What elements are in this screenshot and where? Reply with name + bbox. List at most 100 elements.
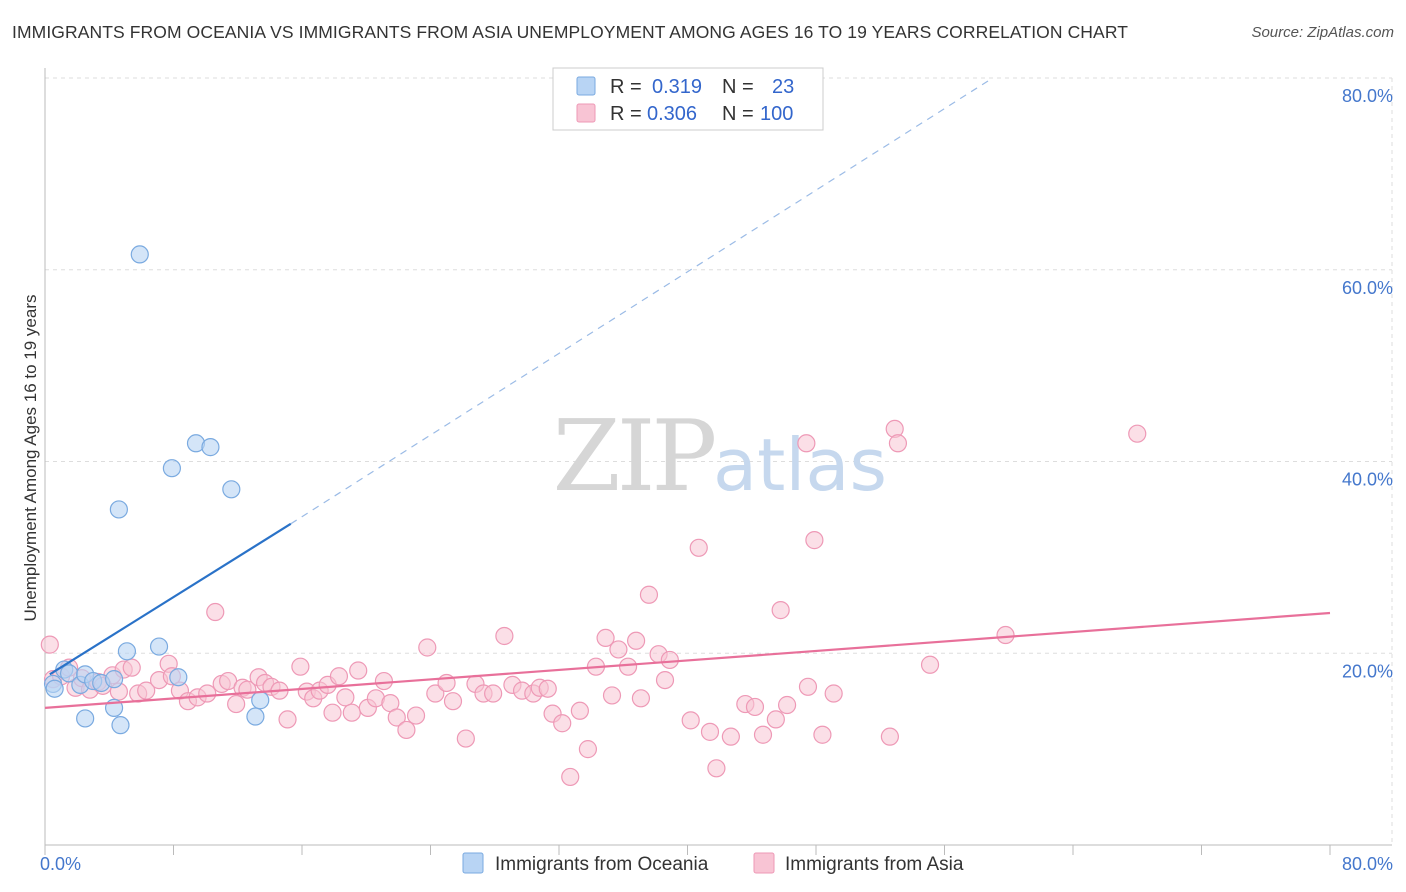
- asia-point: [227, 694, 246, 714]
- asia-point: [323, 703, 342, 722]
- legend-box: [552, 67, 824, 131]
- oceania-point: [76, 709, 95, 728]
- asia-point: [655, 670, 675, 690]
- legend-r-label-asia: R =: [610, 103, 642, 125]
- asia-point: [278, 710, 297, 729]
- asia-point: [291, 657, 310, 676]
- asia-point: [745, 697, 765, 717]
- asia-point: [387, 708, 406, 727]
- oceania-point: [201, 438, 220, 457]
- asia-point: [689, 538, 708, 557]
- asia-point: [336, 688, 355, 707]
- asia-point: [721, 727, 740, 746]
- source-credit: Source: ZipAtlas.com: [1251, 24, 1394, 41]
- oceania-point: [222, 480, 241, 499]
- asia-point: [707, 759, 726, 778]
- asia-point: [206, 602, 225, 622]
- y-tick-label: 20.0%: [1342, 661, 1393, 681]
- legend-n-value-oceania: 23: [772, 76, 794, 98]
- asia-point: [1128, 424, 1147, 443]
- asia-point: [639, 585, 659, 604]
- asia-point: [596, 628, 615, 648]
- asia-point: [198, 684, 217, 703]
- asia-point: [777, 695, 797, 715]
- watermark-zip: ZIP: [553, 400, 715, 514]
- asia-point: [397, 720, 416, 740]
- oceania-point: [104, 670, 124, 689]
- y-tick-labels: 20.0% 40.0% 60.0% 80.0%: [1342, 86, 1393, 681]
- oceania-point: [130, 245, 149, 264]
- asia-point: [888, 434, 908, 453]
- asia-point: [920, 655, 940, 674]
- asia-point: [631, 689, 651, 708]
- series-swatch-asia: [753, 852, 775, 874]
- oceania-point: [149, 637, 169, 656]
- oceania-point: [246, 707, 265, 726]
- axes: [44, 68, 1392, 855]
- watermark-atlas: atlas: [713, 423, 887, 507]
- grid-lines: [45, 77, 1393, 845]
- legend-r-label-oceania: R =: [610, 76, 642, 98]
- asia-point: [805, 531, 824, 550]
- legend-swatch-oceania: [576, 76, 596, 96]
- asia-point: [374, 671, 394, 691]
- asia-point: [996, 625, 1015, 645]
- asia-point: [495, 626, 514, 646]
- legend-swatch-asia: [576, 103, 596, 123]
- oceania-point: [251, 691, 270, 710]
- y-tick-label: 40.0%: [1342, 470, 1393, 490]
- asia-point: [813, 725, 832, 744]
- asia-point: [753, 725, 773, 744]
- y-axis-label: Unemployment Among Ages 16 to 19 years: [21, 295, 40, 622]
- oceania-point: [111, 716, 130, 735]
- asia-point: [137, 681, 156, 700]
- y-tick-label: 60.0%: [1342, 278, 1393, 298]
- oceania-trend-line: [49, 522, 292, 676]
- asia-point: [880, 727, 899, 746]
- trend-lines: [44, 77, 1331, 709]
- asia-point: [771, 601, 790, 620]
- asia-point: [660, 650, 679, 670]
- legend-r-value-oceania: 0.319: [652, 76, 702, 98]
- asia-point: [40, 635, 59, 654]
- asia-point: [700, 722, 720, 741]
- asia-point: [578, 740, 598, 759]
- asia-point: [329, 667, 349, 686]
- asia-point: [426, 684, 445, 703]
- asia-point: [443, 692, 463, 711]
- asia-point: [681, 711, 700, 730]
- asia-point: [349, 661, 368, 680]
- asia-point: [484, 684, 503, 703]
- asia-point: [626, 631, 646, 650]
- asia-point: [602, 686, 622, 705]
- asia-point: [342, 703, 361, 722]
- oceania-points: [43, 245, 270, 735]
- x-tick-labels: 0.0% 80.0%: [40, 854, 1393, 874]
- asia-point: [766, 710, 785, 729]
- x-tick-label-min: 0.0%: [40, 854, 81, 874]
- oceania-point: [169, 668, 188, 687]
- watermark: ZIP atlas: [553, 400, 887, 514]
- series-label-asia: Immigrants from Asia: [785, 854, 964, 875]
- asia-point: [561, 767, 580, 787]
- series-label-oceania: Immigrants from Oceania: [495, 854, 709, 875]
- legend-n-label-oceania: N =: [722, 76, 754, 98]
- correlation-legend: R = 0.319 N = 23 R = 0.306 N = 100: [552, 67, 824, 131]
- asia-point: [798, 677, 818, 696]
- oceania-point: [109, 500, 128, 519]
- asia-point: [824, 684, 843, 703]
- asia-point: [553, 714, 572, 733]
- asia-point: [538, 679, 557, 698]
- y-tick-label: 80.0%: [1342, 86, 1393, 106]
- series-swatch-oceania: [462, 852, 484, 874]
- oceania-point: [162, 459, 181, 478]
- chart-title: IMMIGRANTS FROM OCEANIA VS IMMIGRANTS FR…: [12, 22, 1129, 42]
- asia-point: [456, 729, 475, 748]
- asia-point: [570, 701, 589, 720]
- x-tick-label-max: 80.0%: [1342, 854, 1393, 874]
- asia-point: [609, 640, 628, 659]
- asia-trend-line: [44, 611, 1331, 709]
- oceania-point: [45, 679, 64, 698]
- asia-point: [618, 657, 638, 676]
- oceania-point: [117, 642, 137, 661]
